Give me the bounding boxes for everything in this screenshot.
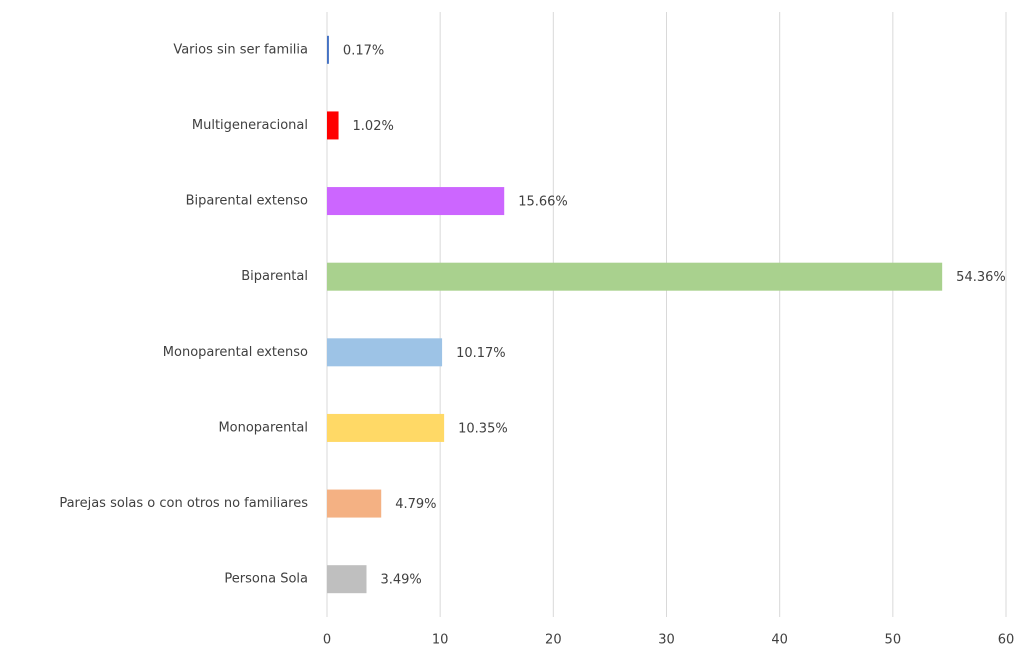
x-tick-label: 0 bbox=[323, 633, 331, 648]
x-tick-label: 20 bbox=[545, 633, 562, 648]
bar bbox=[327, 338, 443, 367]
y-tick-label: Persona Sola bbox=[224, 572, 308, 587]
y-tick-label: Biparental extenso bbox=[186, 194, 308, 209]
value-label: 1.02% bbox=[353, 119, 394, 134]
value-label: 10.17% bbox=[456, 346, 506, 361]
y-tick-label: Parejas solas o con otros no familiares bbox=[59, 496, 308, 511]
x-tick-label: 40 bbox=[771, 633, 788, 648]
value-label: 54.36% bbox=[956, 270, 1006, 285]
y-tick-label: Varios sin ser familia bbox=[173, 42, 308, 57]
y-tick-label: Monoparental bbox=[218, 420, 308, 435]
y-tick-label: Multigeneracional bbox=[192, 118, 308, 133]
x-tick-label: 10 bbox=[432, 633, 449, 648]
bar bbox=[327, 187, 505, 216]
value-label: 15.66% bbox=[518, 195, 568, 210]
x-tick-label: 30 bbox=[658, 633, 675, 648]
bar bbox=[327, 35, 329, 64]
value-label: 3.49% bbox=[380, 573, 421, 588]
bar bbox=[327, 111, 339, 140]
x-tick-label: 50 bbox=[885, 633, 902, 648]
bar bbox=[327, 413, 445, 442]
y-tick-label: Monoparental extenso bbox=[163, 345, 308, 360]
bar bbox=[327, 489, 382, 518]
value-label: 4.79% bbox=[395, 497, 436, 512]
value-label: 10.35% bbox=[458, 421, 508, 436]
bar bbox=[327, 262, 943, 291]
y-tick-label: Biparental bbox=[241, 269, 308, 284]
bar bbox=[327, 565, 367, 594]
x-tick-label: 60 bbox=[998, 633, 1015, 648]
value-label: 0.17% bbox=[343, 43, 384, 58]
